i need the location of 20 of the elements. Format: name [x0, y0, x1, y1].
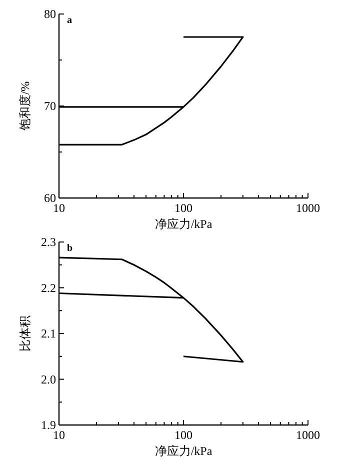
y-tick-label: 2.0 — [41, 372, 56, 386]
y-tick-label: 80 — [44, 7, 56, 21]
y-axis-title: 比体积 — [18, 316, 32, 352]
x-tick-label: 1000 — [296, 201, 320, 215]
x-tick-label: 1000 — [296, 428, 320, 442]
y-tick-label: 2.3 — [41, 235, 56, 249]
x-tick-label: 10 — [53, 201, 65, 215]
annotation: b — [67, 243, 73, 254]
y-tick-label: 2.1 — [41, 326, 56, 340]
x-tick-label: 10 — [53, 428, 65, 442]
x-tick-label: 100 — [174, 428, 192, 442]
y-axis-title: 饱和度/% — [18, 81, 32, 132]
y-tick-label: 2.2 — [41, 280, 56, 295]
y-tick-label: 70 — [44, 99, 56, 113]
y-tick-label: 1.9 — [41, 418, 56, 432]
x-tick-label: 100 — [174, 201, 192, 215]
annotation: a — [67, 15, 72, 26]
y-tick-label: 60 — [44, 191, 56, 205]
x-axis-title: 净应力/kPa — [154, 217, 213, 231]
x-axis-title: 净应力/kPa — [154, 444, 213, 458]
